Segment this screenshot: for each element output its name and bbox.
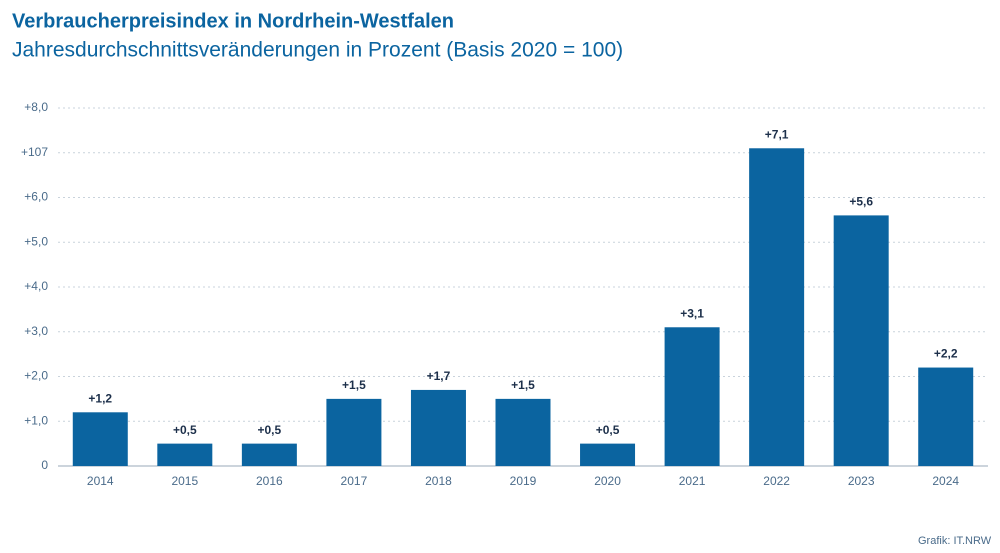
value-label: +1,5 [342,378,366,392]
x-tick-label: 2023 [848,474,875,488]
chart-title: Verbraucherpreisindex in Nordrhein-Westf… [12,10,454,32]
value-label: +0,5 [258,423,282,437]
x-tick-label: 2018 [425,474,452,488]
x-tick-label: 2017 [341,474,368,488]
bar [918,367,974,466]
x-tick-label: 2016 [256,474,283,488]
y-tick-label: +8,0 [24,100,48,114]
bar [410,389,466,466]
value-label: +3,1 [680,306,704,320]
y-tick-label: +2,0 [24,369,48,383]
y-tick-label: +1,0 [24,413,48,427]
bar [157,443,213,466]
value-label: +0,5 [596,423,620,437]
bar [326,398,382,466]
value-label: +7,1 [765,127,789,141]
x-tick-label: 2024 [932,474,959,488]
x-tick-label: 2019 [510,474,537,488]
value-label: +0,5 [173,423,197,437]
value-label: +1,2 [88,391,112,405]
value-label: +2,2 [934,347,958,361]
value-label: +1,7 [427,369,451,383]
x-tick-label: 2015 [171,474,198,488]
y-tick-label: +6,0 [24,190,48,204]
bar [495,398,551,466]
value-label: +1,5 [511,378,535,392]
source: Grafik: IT.NRW [918,535,992,547]
y-tick-label: 0 [41,458,48,472]
bar [72,412,128,466]
bar [664,327,720,466]
x-tick-label: 2014 [87,474,114,488]
chart-subtitle: Jahresdurchschnittsveränderungen in Proz… [12,39,623,62]
bar [749,148,805,466]
y-tick-label: +4,0 [24,279,48,293]
bar [833,215,889,466]
y-tick-label: +107 [21,145,48,159]
value-label: +5,6 [849,195,873,209]
x-tick-label: 2020 [594,474,621,488]
x-tick-label: 2021 [679,474,706,488]
y-tick-label: +3,0 [24,324,48,338]
bar [580,443,636,466]
x-tick-label: 2022 [763,474,790,488]
bar [241,443,297,466]
y-tick-label: +5,0 [24,234,48,248]
